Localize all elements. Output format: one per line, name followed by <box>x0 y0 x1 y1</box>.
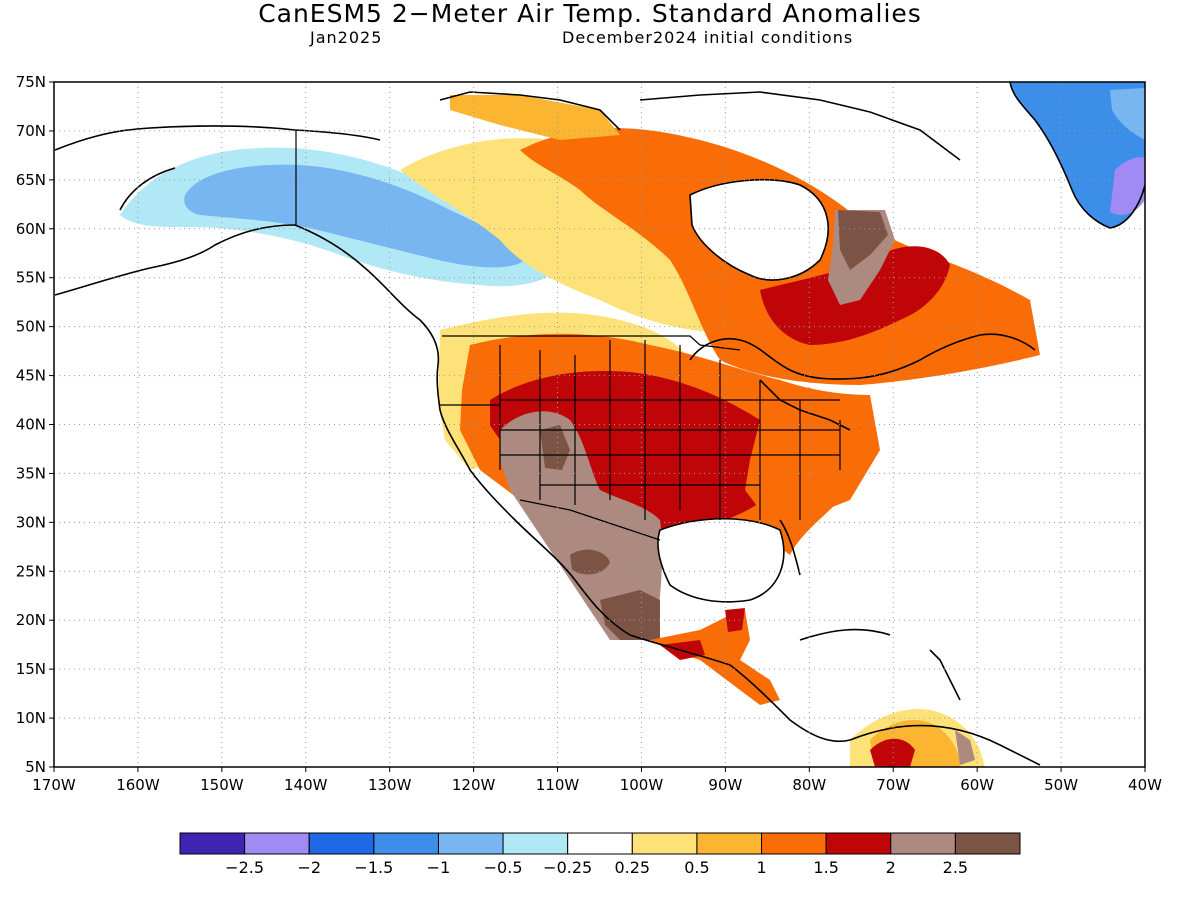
lon-tick-label: 170W <box>32 776 76 794</box>
southwest-dark-brown-region <box>540 425 570 470</box>
chart-title: CanESM5 2−Meter Air Temp. Standard Anoma… <box>258 0 922 28</box>
colorbar-label: 2.5 <box>943 858 968 877</box>
colorbar-swatch <box>761 832 827 855</box>
lon-tick-label: 70W <box>876 776 910 794</box>
lat-tick-label: 70N <box>16 122 46 140</box>
forecast-month: Jan2025 <box>310 28 383 47</box>
longitude-labels: 170W 160W 150W 140W 130W 120W 110W 100W 90W 80W 70… <box>32 776 1162 794</box>
lat-tick-label: 75N <box>16 73 46 91</box>
lon-tick-label: 90W <box>708 776 742 794</box>
lat-tick-label: 30N <box>16 513 46 531</box>
colorbar-label: 1 <box>756 858 766 877</box>
initial-conditions: December2024 initial conditions <box>562 28 854 47</box>
lat-tick-label: 10N <box>16 709 46 727</box>
grid <box>54 82 1145 767</box>
colorbar-label: 2 <box>886 858 896 877</box>
greenland-light-region <box>1110 88 1145 140</box>
colorbar <box>179 832 1021 855</box>
lat-tick-label: 55N <box>16 269 46 287</box>
central-america-orange-region <box>650 610 780 705</box>
colorbar-label: −1 <box>427 858 451 877</box>
lon-tick-label: 160W <box>116 776 160 794</box>
colorbar-swatch <box>308 832 375 855</box>
lon-tick-label: 130W <box>368 776 412 794</box>
colorbar-label: −0.25 <box>543 858 592 877</box>
colorbar-swatch <box>631 832 698 855</box>
colorbar-label: −2 <box>297 858 321 877</box>
lon-tick-label: 50W <box>1044 776 1078 794</box>
latitude-labels: 5N 10N 15N 20N 25N 30N 35N 40N 45N 50N 55N 60N 65N 70… <box>16 73 46 776</box>
quebec-dark-brown-region <box>838 210 888 270</box>
lon-tick-label: 40W <box>1128 776 1162 794</box>
colorbar-label: −2.5 <box>225 858 264 877</box>
hudson-bay <box>690 179 829 280</box>
lat-tick-label: 35N <box>16 464 46 482</box>
greenland-blue-region <box>1010 82 1145 228</box>
lat-tick-label: 50N <box>16 318 46 336</box>
lat-tick-label: 15N <box>16 660 46 678</box>
alaska-blue-region <box>184 164 525 268</box>
colorbar-labels: −2.5 −2 −1.5 −1 −0.5 −0.25 0.25 0.5 1 1.5 2 2.5 <box>225 858 968 877</box>
lat-tick-label: 25N <box>16 562 46 580</box>
lon-tick-label: 100W <box>620 776 664 794</box>
colorbar-swatch <box>244 832 310 855</box>
colorbar-swatch <box>567 832 633 855</box>
lon-tick-label: 60W <box>960 776 994 794</box>
lon-tick-label: 110W <box>536 776 580 794</box>
lat-tick-label: 5N <box>25 758 46 776</box>
lon-tick-label: 140W <box>284 776 328 794</box>
colorbar-swatch <box>502 832 569 855</box>
lat-tick-label: 60N <box>16 220 46 238</box>
colorbar-swatch <box>696 832 763 855</box>
political-borders <box>295 130 841 541</box>
map-layers <box>54 82 1145 767</box>
colorbar-label: 1.5 <box>813 858 838 877</box>
lat-tick-label: 20N <box>16 611 46 629</box>
greenland-dark-region <box>1110 157 1145 215</box>
venezuela-brown-region <box>955 730 975 765</box>
lon-tick-label: 120W <box>452 776 496 794</box>
coastlines <box>54 82 1145 766</box>
axis-ticks <box>49 81 1146 772</box>
arctic-islands-orange <box>450 95 620 140</box>
lat-tick-label: 45N <box>16 367 46 385</box>
colorbar-swatch <box>825 832 892 855</box>
lat-tick-label: 40N <box>16 416 46 434</box>
colorbar-swatch <box>179 832 246 855</box>
central-america-dark-red <box>660 608 745 660</box>
colorbar-label: −0.5 <box>484 858 523 877</box>
colorbar-label: 0.25 <box>614 858 650 877</box>
colorbar-swatch <box>954 832 1021 855</box>
gulf-of-mexico <box>658 518 784 602</box>
lon-tick-label: 150W <box>200 776 244 794</box>
colorbar-swatch <box>437 832 504 855</box>
colorbar-swatch <box>373 832 439 855</box>
colorbar-label: 0.5 <box>684 858 709 877</box>
mexico-dark-brown-region <box>570 549 660 640</box>
colorbar-swatch <box>890 832 956 855</box>
colorbar-label: −1.5 <box>354 858 393 877</box>
lon-tick-label: 80W <box>792 776 826 794</box>
venezuela-dark-red-region <box>870 738 915 767</box>
lat-tick-label: 65N <box>16 171 46 189</box>
